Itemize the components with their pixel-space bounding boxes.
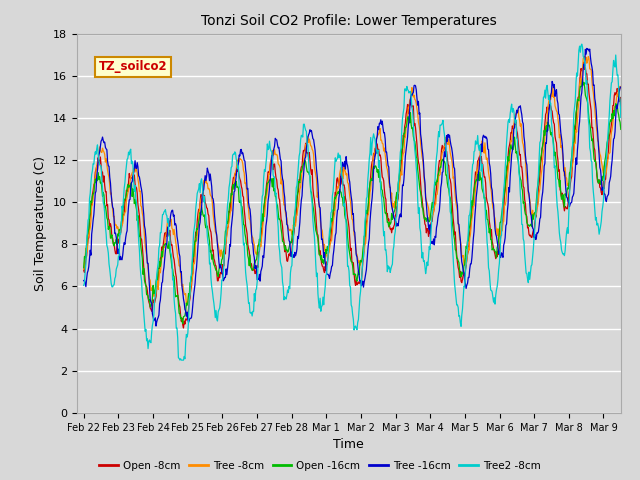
Tree2 -8cm xyxy=(80,283,88,288)
Open -8cm xyxy=(155,269,163,275)
Tree -8cm xyxy=(184,301,191,307)
Tree -8cm xyxy=(82,245,90,251)
Open -16cm xyxy=(617,127,625,132)
Tree -16cm xyxy=(583,46,591,51)
Tree -8cm xyxy=(80,266,88,272)
Open -8cm xyxy=(580,59,588,65)
Tree -8cm xyxy=(466,235,474,240)
Tree -16cm xyxy=(310,137,317,143)
Open -8cm xyxy=(80,267,88,273)
Tree -16cm xyxy=(617,84,625,90)
Text: TZ_soilco2: TZ_soilco2 xyxy=(99,60,167,73)
Open -16cm xyxy=(80,265,88,271)
Tree -16cm xyxy=(156,301,163,307)
Tree2 -8cm xyxy=(310,226,317,232)
Tree -16cm xyxy=(466,266,474,272)
Tree -16cm xyxy=(152,323,160,329)
Y-axis label: Soil Temperatures (C): Soil Temperatures (C) xyxy=(35,156,47,291)
Open -8cm xyxy=(82,255,90,261)
Tree2 -8cm xyxy=(479,180,486,186)
Line: Tree -8cm: Tree -8cm xyxy=(84,57,621,304)
Tree -16cm xyxy=(80,278,88,284)
Legend: Open -8cm, Tree -8cm, Open -16cm, Tree -16cm, Tree2 -8cm: Open -8cm, Tree -8cm, Open -16cm, Tree -… xyxy=(95,456,545,475)
Tree -16cm xyxy=(82,284,90,289)
Open -16cm xyxy=(179,321,187,326)
Open -8cm xyxy=(180,325,188,331)
Tree -8cm xyxy=(617,85,625,91)
Tree -16cm xyxy=(330,248,338,253)
Open -16cm xyxy=(310,207,317,213)
X-axis label: Time: Time xyxy=(333,438,364,451)
Open -16cm xyxy=(479,188,486,194)
Open -8cm xyxy=(479,162,486,168)
Open -16cm xyxy=(466,223,474,229)
Line: Open -16cm: Open -16cm xyxy=(84,79,621,324)
Tree -8cm xyxy=(310,152,317,157)
Tree2 -8cm xyxy=(617,115,625,120)
Open -16cm xyxy=(579,76,586,82)
Tree -8cm xyxy=(155,275,163,281)
Open -16cm xyxy=(82,250,90,255)
Open -8cm xyxy=(310,192,317,198)
Tree -8cm xyxy=(330,215,338,220)
Tree2 -8cm xyxy=(177,357,185,363)
Tree2 -8cm xyxy=(578,41,586,47)
Tree2 -8cm xyxy=(155,245,163,251)
Tree2 -8cm xyxy=(330,179,338,184)
Tree -8cm xyxy=(479,139,486,145)
Tree -16cm xyxy=(479,134,486,140)
Line: Open -8cm: Open -8cm xyxy=(84,62,621,328)
Open -16cm xyxy=(155,265,163,271)
Tree -8cm xyxy=(581,54,589,60)
Title: Tonzi Soil CO2 Profile: Lower Temperatures: Tonzi Soil CO2 Profile: Lower Temperatur… xyxy=(201,14,497,28)
Open -8cm xyxy=(330,205,338,211)
Open -8cm xyxy=(617,105,625,111)
Line: Tree -16cm: Tree -16cm xyxy=(84,48,621,326)
Tree2 -8cm xyxy=(82,261,90,267)
Open -8cm xyxy=(466,230,474,236)
Tree2 -8cm xyxy=(466,212,474,218)
Line: Tree2 -8cm: Tree2 -8cm xyxy=(84,44,621,360)
Open -16cm xyxy=(330,208,338,214)
